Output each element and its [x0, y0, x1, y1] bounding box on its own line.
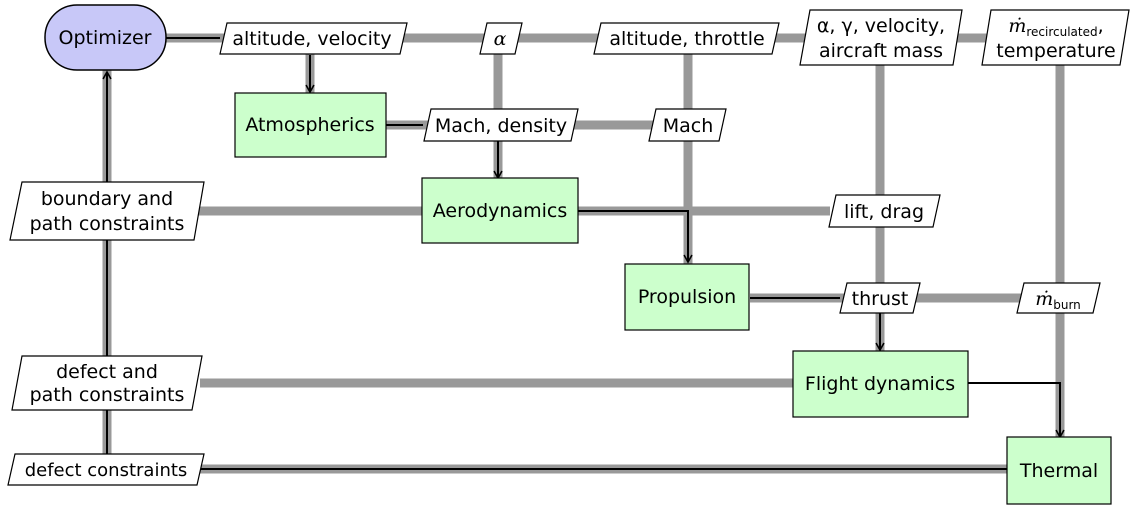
data-mach: Mach — [648, 108, 727, 142]
data-altitude-velocity: altitude, velocity — [219, 22, 408, 55]
data-altitude-throttle: altitude, throttle — [593, 22, 780, 55]
svg-text:ṁrecirculated,: ṁrecirculated, — [1008, 15, 1103, 39]
svg-text:ṁburn: ṁburn — [1035, 288, 1081, 312]
svg-text:boundary and: boundary and — [41, 188, 173, 210]
svg-text:thrust: thrust — [852, 288, 909, 310]
propulsion-node[interactable]: Propulsion — [624, 263, 750, 331]
atmospherics-label: Atmospherics — [245, 114, 374, 136]
flight-dynamics-label: Flight dynamics — [805, 373, 955, 395]
aerodynamics-node[interactable]: Aerodynamics — [421, 177, 579, 244]
data-mdot-recirculated-temperature: ṁrecirculated, temperature — [981, 9, 1130, 66]
svg-text:lift, drag: lift, drag — [844, 201, 924, 223]
propulsion-label: Propulsion — [638, 286, 736, 308]
optimizer-label: Optimizer — [58, 27, 151, 49]
data-alpha-gamma-velocity-mass: α, γ, velocity, aircraft mass — [799, 9, 963, 66]
svg-text:path constraints: path constraints — [30, 213, 185, 235]
svg-text:defect and: defect and — [56, 361, 158, 383]
aerodynamics-label: Aerodynamics — [433, 200, 568, 222]
svg-text:Mach: Mach — [663, 115, 714, 137]
svg-text:altitude, velocity: altitude, velocity — [232, 28, 391, 50]
svg-text:Mach, density: Mach, density — [435, 115, 567, 137]
data-boundary-path-constraints: boundary and path constraints — [9, 181, 205, 241]
thermal-node[interactable]: Thermal — [1006, 436, 1112, 505]
svg-text:altitude, throttle: altitude, throttle — [609, 28, 764, 50]
atmospherics-node[interactable]: Atmospherics — [234, 92, 387, 158]
data-mach-density: Mach, density — [423, 108, 579, 142]
data-thrust: thrust — [839, 282, 921, 314]
optimizer-node[interactable]: Optimizer — [44, 4, 167, 71]
svg-text:aircraft mass: aircraft mass — [819, 40, 943, 62]
data-lift-drag: lift, drag — [828, 194, 941, 228]
svg-text:α: α — [494, 28, 507, 50]
svg-text:defect constraints: defect constraints — [25, 460, 188, 481]
data-mdot-burn: ṁburn — [1016, 282, 1101, 314]
data-defect-path-constraints: defect and path constraints — [11, 355, 203, 411]
svg-text:path constraints: path constraints — [30, 384, 185, 406]
data-defect-constraints: defect constraints — [7, 453, 205, 486]
data-alpha: α — [479, 22, 523, 55]
svg-text:temperature: temperature — [996, 40, 1115, 62]
flight-dynamics-node[interactable]: Flight dynamics — [792, 350, 969, 418]
svg-text:α, γ, velocity,: α, γ, velocity, — [817, 15, 945, 37]
thermal-label: Thermal — [1019, 460, 1098, 482]
